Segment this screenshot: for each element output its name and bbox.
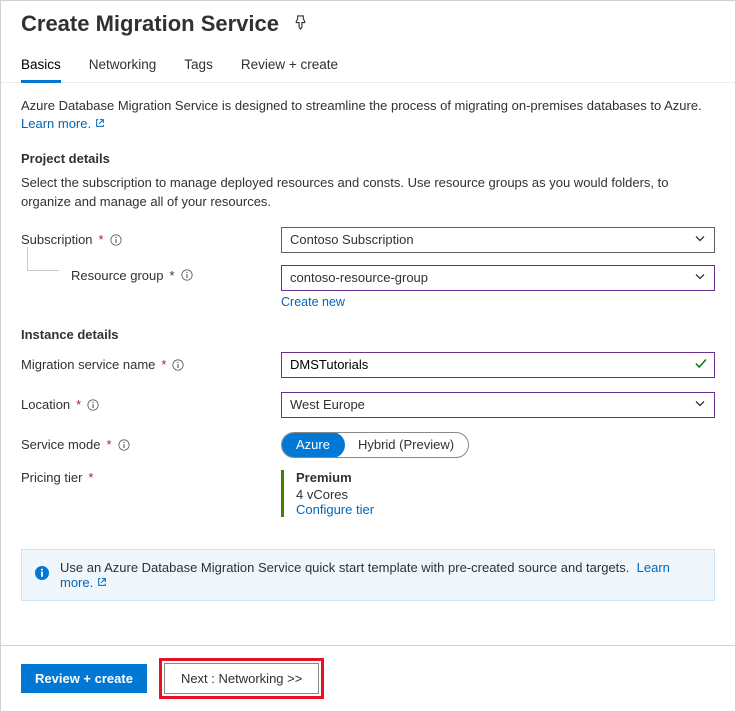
tab-bar: Basics Networking Tags Review + create (1, 37, 735, 83)
info-icon[interactable] (172, 359, 184, 371)
learn-more-link[interactable]: Learn more. (21, 116, 105, 131)
info-icon (34, 565, 50, 584)
review-create-button[interactable]: Review + create (21, 664, 147, 693)
chevron-down-icon (694, 232, 706, 247)
service-mode-label: Service mode (21, 437, 100, 452)
service-mode-toggle: Azure Hybrid (Preview) (281, 432, 469, 458)
pricing-tier-block: Premium 4 vCores Configure tier (281, 470, 715, 517)
next-networking-button[interactable]: Next : Networking >> (164, 663, 319, 694)
project-details-help: Select the subscription to manage deploy… (21, 174, 715, 210)
external-link-icon (95, 115, 105, 133)
required-marker: * (99, 232, 104, 247)
service-name-label: Migration service name (21, 357, 155, 372)
service-name-input[interactable] (281, 352, 715, 378)
service-mode-option-hybrid[interactable]: Hybrid (Preview) (344, 433, 468, 457)
info-icon[interactable] (87, 399, 99, 411)
configure-tier-link[interactable]: Configure tier (296, 502, 374, 517)
tab-review-create[interactable]: Review + create (241, 51, 338, 82)
create-new-resource-group-link[interactable]: Create new (281, 295, 345, 309)
project-details-heading: Project details (21, 151, 715, 166)
indent-connector (27, 247, 59, 271)
service-mode-option-azure[interactable]: Azure (281, 432, 345, 458)
checkmark-icon (694, 356, 708, 373)
pricing-tier-label: Pricing tier (21, 470, 82, 485)
info-icon[interactable] (110, 234, 122, 246)
highlight-box: Next : Networking >> (159, 658, 324, 699)
location-select[interactable]: West Europe (281, 392, 715, 418)
info-icon[interactable] (118, 439, 130, 451)
location-label: Location (21, 397, 70, 412)
intro-text: Azure Database Migration Service is desi… (21, 98, 702, 113)
subscription-select[interactable]: Contoso Subscription (281, 227, 715, 253)
page-title: Create Migration Service (21, 11, 279, 37)
resource-group-select[interactable]: contoso-resource-group (281, 265, 715, 291)
tab-basics[interactable]: Basics (21, 51, 61, 83)
pricing-tier-spec: 4 vCores (296, 487, 715, 502)
chevron-down-icon (694, 270, 706, 285)
info-icon[interactable] (181, 269, 193, 281)
pin-icon[interactable] (293, 15, 308, 33)
resource-group-label: Resource group (71, 268, 164, 283)
instance-details-heading: Instance details (21, 327, 715, 342)
pricing-tier-name: Premium (296, 470, 715, 485)
banner-text: Use an Azure Database Migration Service … (60, 560, 629, 575)
tab-networking[interactable]: Networking (89, 51, 157, 82)
tab-tags[interactable]: Tags (184, 51, 213, 82)
external-link-icon (97, 575, 107, 590)
chevron-down-icon (694, 397, 706, 412)
subscription-label: Subscription (21, 232, 93, 247)
quickstart-banner: Use an Azure Database Migration Service … (21, 549, 715, 601)
